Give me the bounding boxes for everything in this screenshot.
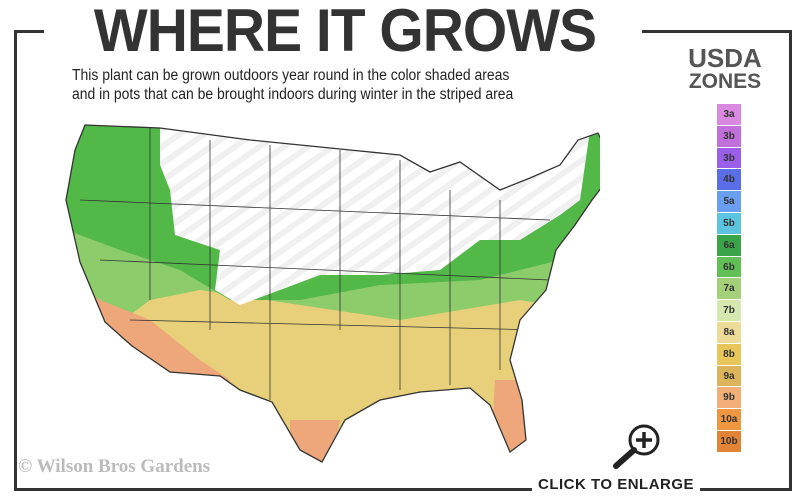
frame-line (789, 30, 792, 491)
frame-line (14, 30, 17, 490)
legend-title: USDA ZONES (675, 43, 775, 94)
zone-legend: 3a 3b 3b 4b 5a 5b 6a 6b 7a 7b 8a 8b 9a 9b 10a 10b (717, 104, 741, 453)
magnifier-plus-icon[interactable] (608, 420, 664, 470)
legend-zone-6a: 6a (717, 234, 741, 257)
legend-zone-10a: 10a (717, 409, 741, 431)
legend-title-line: ZONES (688, 70, 762, 93)
copyright-watermark: © Wilson Bros Gardens (18, 456, 211, 477)
frame-line (14, 30, 44, 33)
legend-zone-10b: 10b (717, 430, 741, 453)
legend-zone-8a: 8a (717, 321, 741, 344)
subtitle-line: This plant can be grown outdoors year ro… (72, 67, 510, 84)
legend-zone-6b: 6b (717, 256, 741, 279)
subtitle: This plant can be grown outdoors year ro… (72, 66, 513, 104)
legend-zone-4b: 4b (717, 169, 741, 192)
legend-zone-8b: 8b (717, 343, 741, 366)
legend-zone-5b: 5b (717, 212, 741, 235)
legend-zone-3a: 3a (717, 104, 741, 126)
state-borders (79, 128, 551, 400)
frame-line (14, 488, 790, 491)
page-title: WHERE IT GROWS (93, 0, 597, 65)
legend-zone-3b: 3b (717, 147, 741, 170)
click-to-enlarge-button[interactable]: CLICK TO ENLARGE (532, 476, 701, 493)
legend-zone-7a: 7a (717, 278, 741, 301)
zone-hot-florida (490, 380, 540, 462)
frame-line (642, 30, 792, 33)
subtitle-line: and in pots that can be brought indoors … (72, 86, 514, 103)
legend-zone-3b: 3b (717, 125, 741, 148)
legend-zone-9a: 9a (717, 365, 741, 388)
legend-zone-7b: 7b (717, 300, 741, 322)
legend-title-line: USDA (688, 43, 762, 73)
legend-zone-9b: 9b (717, 387, 741, 410)
legend-zone-5a: 5a (717, 191, 741, 213)
us-zone-map[interactable] (40, 110, 600, 470)
